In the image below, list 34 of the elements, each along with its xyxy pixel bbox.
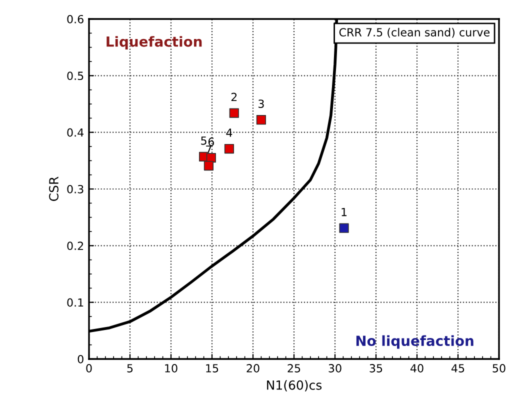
y-tick-label: 0 [78, 354, 84, 364]
annotation: 2 [231, 92, 237, 102]
x-tick-label: 30 [328, 364, 342, 372]
annotation: 1 [342, 208, 347, 216]
point [256, 115, 266, 125]
point [339, 223, 349, 233]
point [204, 160, 214, 171]
x-tick-label: 0 [86, 364, 92, 372]
x-tick-label: 35 [370, 364, 382, 372]
y-tick-label: 0.2 [67, 242, 84, 250]
series-label: CRR 7.5 (clean sand) curve [339, 28, 490, 38]
y-tick-label: 0.5 [67, 72, 84, 80]
x-tick-label: 45 [451, 364, 464, 372]
annotation: 4 [226, 128, 232, 137]
x-tick-label: 20 [246, 364, 260, 372]
annotation: 6 [208, 138, 214, 146]
point [229, 108, 239, 118]
annotation: 3 [258, 100, 264, 108]
annotation: 5 [201, 136, 206, 145]
point [224, 144, 234, 154]
x-tick-label: 10 [165, 364, 178, 372]
x-tick-label: 25 [288, 364, 300, 372]
annotation: No liquefaction [356, 335, 474, 349]
x-tick-label: 50 [492, 364, 506, 372]
y-tick-label: 0.3 [67, 184, 84, 194]
x-axis-title: N1(60)cs [267, 380, 322, 392]
y-tick-label: 0.4 [67, 128, 84, 137]
y-axis-title: CSR [49, 176, 58, 201]
y-tick-label: 0.1 [67, 298, 84, 307]
x-tick-label: 15 [206, 364, 218, 372]
x-tick-label: 40 [410, 364, 424, 372]
annotation: Liquefaction [106, 36, 202, 50]
x-tick-label: 5 [127, 364, 133, 372]
y-tick-label: 0.6 [67, 14, 84, 24]
